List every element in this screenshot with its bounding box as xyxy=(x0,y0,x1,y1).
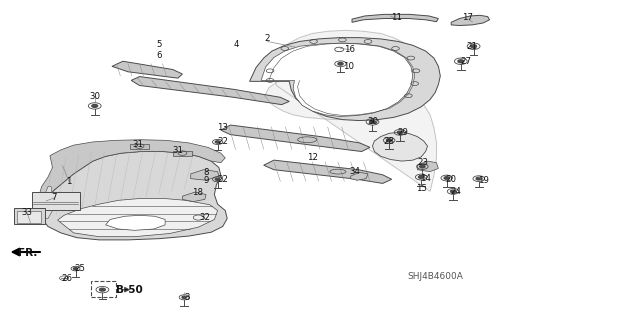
Text: 23: 23 xyxy=(417,158,428,167)
Polygon shape xyxy=(351,172,368,180)
Text: 9: 9 xyxy=(204,176,209,185)
Polygon shape xyxy=(250,38,440,121)
Text: 26: 26 xyxy=(61,274,72,283)
Text: B-50: B-50 xyxy=(116,285,143,295)
Polygon shape xyxy=(112,61,182,78)
Circle shape xyxy=(215,141,220,143)
Text: 28: 28 xyxy=(383,137,395,146)
Text: 32: 32 xyxy=(199,213,211,222)
Bar xyxy=(17,211,41,223)
Bar xyxy=(91,281,116,297)
Polygon shape xyxy=(266,30,436,191)
Polygon shape xyxy=(191,170,219,180)
Text: 11: 11 xyxy=(391,13,403,22)
Text: 25: 25 xyxy=(74,264,85,273)
Polygon shape xyxy=(131,77,289,105)
Text: 4: 4 xyxy=(234,40,239,49)
Text: 34: 34 xyxy=(349,167,361,176)
Circle shape xyxy=(387,139,392,142)
Text: 13: 13 xyxy=(217,123,228,132)
Text: 5: 5 xyxy=(156,40,161,49)
Polygon shape xyxy=(130,144,149,149)
Text: 10: 10 xyxy=(343,63,355,71)
Text: 2: 2 xyxy=(265,34,270,43)
Circle shape xyxy=(215,178,220,181)
Text: 1: 1 xyxy=(67,177,72,186)
Polygon shape xyxy=(417,161,438,172)
Circle shape xyxy=(370,121,375,123)
Circle shape xyxy=(420,165,425,168)
Bar xyxy=(14,208,45,224)
Polygon shape xyxy=(173,151,192,156)
Text: 22: 22 xyxy=(217,175,228,184)
Text: 27: 27 xyxy=(460,57,472,66)
Text: SHJ4B4600A: SHJ4B4600A xyxy=(407,272,463,281)
Polygon shape xyxy=(264,160,392,183)
Polygon shape xyxy=(261,43,413,116)
Text: 17: 17 xyxy=(461,13,473,22)
Text: 15: 15 xyxy=(415,184,427,193)
Text: 33: 33 xyxy=(21,208,33,217)
Text: 6: 6 xyxy=(156,51,161,60)
Text: 8: 8 xyxy=(204,168,209,177)
Text: 22: 22 xyxy=(217,137,228,146)
Text: 3: 3 xyxy=(184,293,189,302)
Text: 12: 12 xyxy=(307,153,318,162)
Text: 16: 16 xyxy=(344,45,355,54)
Polygon shape xyxy=(182,192,206,202)
Text: 14: 14 xyxy=(420,174,431,183)
Text: 21: 21 xyxy=(467,42,478,51)
Circle shape xyxy=(419,176,424,178)
Circle shape xyxy=(476,177,481,180)
Circle shape xyxy=(458,60,463,63)
Polygon shape xyxy=(38,140,225,219)
Circle shape xyxy=(74,268,77,270)
Polygon shape xyxy=(451,15,490,26)
Circle shape xyxy=(100,288,105,291)
Circle shape xyxy=(92,105,97,107)
Text: 30: 30 xyxy=(89,92,100,101)
Polygon shape xyxy=(42,187,52,219)
Text: FR.: FR. xyxy=(19,248,38,258)
Text: 31: 31 xyxy=(132,140,143,149)
Circle shape xyxy=(338,63,343,65)
Circle shape xyxy=(397,131,403,134)
Circle shape xyxy=(471,45,476,48)
Circle shape xyxy=(182,296,187,299)
Polygon shape xyxy=(221,125,370,152)
Text: 19: 19 xyxy=(478,176,488,185)
Polygon shape xyxy=(372,132,428,161)
Polygon shape xyxy=(42,152,227,240)
Text: 7: 7 xyxy=(52,193,57,202)
Text: 24: 24 xyxy=(451,187,462,196)
Circle shape xyxy=(451,190,456,193)
Polygon shape xyxy=(352,14,438,22)
Polygon shape xyxy=(106,215,165,230)
Circle shape xyxy=(444,177,449,179)
Text: 31: 31 xyxy=(172,146,184,155)
Text: 20: 20 xyxy=(445,175,457,184)
Text: 30: 30 xyxy=(367,117,378,126)
Polygon shape xyxy=(58,198,218,237)
Text: 29: 29 xyxy=(398,128,408,137)
Bar xyxy=(32,192,80,210)
Text: 18: 18 xyxy=(191,189,203,197)
